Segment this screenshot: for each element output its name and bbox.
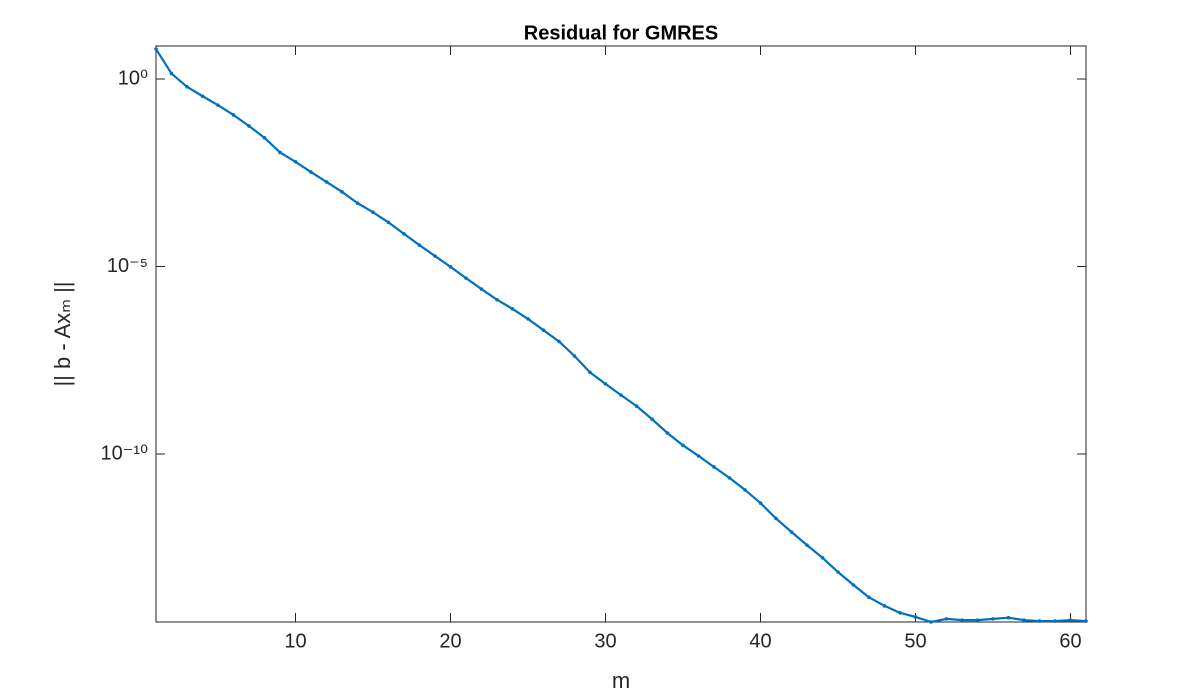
data-point bbox=[588, 370, 592, 375]
data-point bbox=[231, 113, 236, 117]
data-point bbox=[727, 476, 732, 480]
y-tick-label: 10⁻⁵ bbox=[107, 255, 148, 277]
data-point bbox=[479, 287, 484, 291]
data-point bbox=[185, 85, 189, 89]
x-axis-label: m bbox=[612, 668, 630, 693]
data-point bbox=[1037, 619, 1042, 623]
y-axis-label: || b - Axₘ || bbox=[50, 281, 75, 386]
data-point bbox=[789, 530, 794, 534]
x-tick-label: 10 bbox=[284, 630, 306, 652]
data-point bbox=[650, 417, 654, 421]
data-point bbox=[495, 297, 499, 302]
data-point bbox=[433, 254, 437, 258]
data-point bbox=[386, 220, 391, 225]
chart-title: Residual for GMRES bbox=[524, 22, 718, 44]
data-point bbox=[1053, 619, 1057, 623]
data-point bbox=[448, 265, 453, 269]
data-point bbox=[557, 339, 561, 344]
data-point bbox=[681, 443, 685, 448]
data-point bbox=[929, 620, 933, 624]
data-point bbox=[510, 307, 515, 311]
data-point bbox=[355, 201, 360, 205]
data-point bbox=[805, 543, 809, 547]
data-point bbox=[820, 556, 825, 560]
data-point bbox=[1006, 615, 1011, 620]
data-point bbox=[340, 190, 344, 194]
data-point bbox=[278, 150, 282, 155]
data-point bbox=[402, 232, 406, 236]
data-point bbox=[1084, 619, 1088, 623]
data-point bbox=[1068, 618, 1073, 622]
plot-area bbox=[155, 45, 1087, 623]
data-point bbox=[200, 94, 205, 98]
data-point bbox=[975, 618, 980, 622]
data-point bbox=[169, 71, 174, 76]
data-point bbox=[309, 170, 313, 174]
data-point bbox=[464, 276, 468, 280]
data-point bbox=[572, 354, 577, 358]
y-tick-label: 10⁻¹⁰ bbox=[101, 442, 148, 464]
data-point bbox=[867, 595, 871, 600]
data-point bbox=[696, 454, 701, 458]
data-point bbox=[712, 465, 716, 469]
data-point bbox=[619, 393, 623, 397]
x-tick-label: 20 bbox=[439, 630, 461, 652]
data-point bbox=[851, 583, 856, 587]
x-tick-label: 60 bbox=[1059, 630, 1081, 652]
data-point bbox=[541, 328, 546, 332]
data-point bbox=[913, 615, 918, 619]
data-point bbox=[758, 501, 763, 505]
data-point bbox=[216, 103, 220, 108]
data-point bbox=[944, 617, 949, 621]
data-point bbox=[262, 136, 267, 140]
x-tick-label: 40 bbox=[749, 630, 771, 652]
data-point bbox=[743, 488, 747, 492]
data-point bbox=[634, 404, 639, 408]
x-tick-label: 50 bbox=[904, 630, 926, 652]
data-point bbox=[898, 611, 902, 615]
data-point bbox=[882, 604, 887, 608]
data-point bbox=[836, 570, 840, 574]
data-point bbox=[371, 210, 375, 215]
data-point bbox=[154, 47, 158, 51]
data-point bbox=[960, 618, 964, 622]
data-point bbox=[324, 180, 329, 184]
data-point bbox=[665, 431, 670, 435]
data-point bbox=[417, 243, 422, 247]
x-tick-label: 30 bbox=[594, 630, 616, 652]
data-point bbox=[247, 124, 251, 128]
data-point bbox=[293, 159, 298, 164]
data-point bbox=[603, 382, 608, 386]
y-tick-label: 10⁰ bbox=[118, 67, 148, 89]
data-point bbox=[526, 317, 530, 321]
data-point bbox=[774, 516, 778, 521]
data-point bbox=[991, 617, 995, 621]
data-point bbox=[1022, 618, 1026, 622]
